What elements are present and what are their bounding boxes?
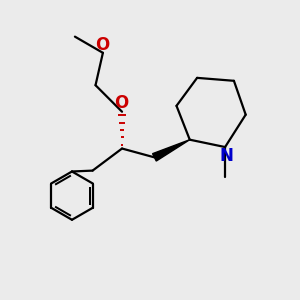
Text: O: O — [114, 94, 129, 112]
Polygon shape — [153, 140, 190, 161]
Text: N: N — [219, 147, 233, 165]
Text: O: O — [95, 36, 109, 54]
